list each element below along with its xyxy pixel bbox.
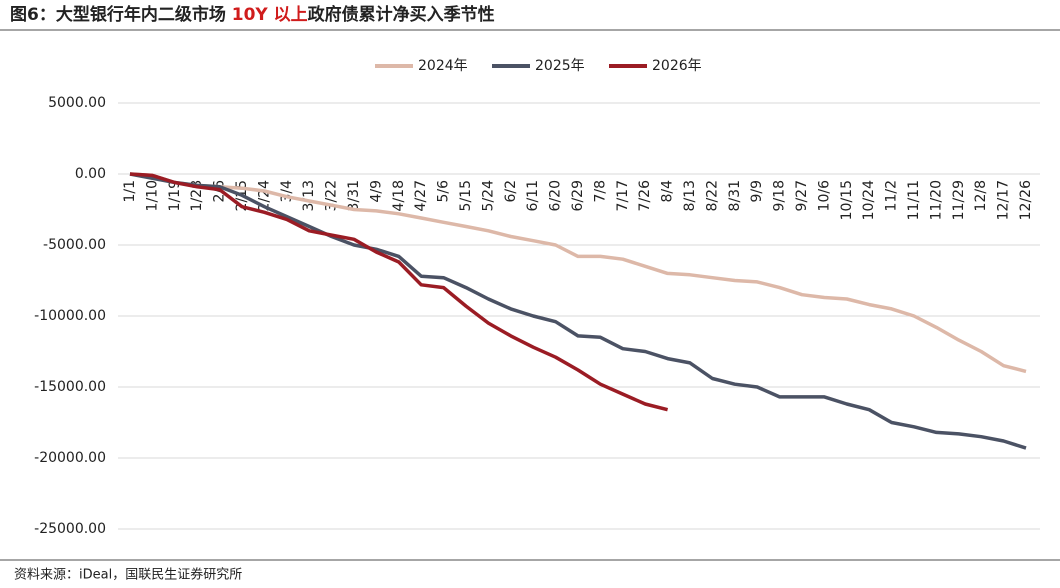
title-highlight: 10Y 以上 [232,5,308,25]
x-tick-label: 1/1 [122,180,138,203]
x-tick-label: 9/9 [749,180,765,203]
y-tick-label: -25000.00 [34,521,106,537]
y-tick-label: -20000.00 [34,450,106,466]
x-tick-label: 11/29 [951,180,967,220]
x-tick-label: 6/2 [503,180,519,203]
x-tick-label: 6/29 [570,180,586,211]
x-tick-label: 11/11 [906,180,922,220]
y-tick-label: 0.00 [75,166,106,182]
x-tick-label: 1/10 [144,180,160,211]
x-tick-label: 9/27 [794,180,810,211]
x-tick-label: 1/19 [167,180,183,211]
chart-title: 图6：大型银行年内二级市场 10Y 以上政府债累计净买入季节性 [10,4,495,25]
series-line [129,172,1027,374]
y-tick-label: -5000.00 [43,237,106,253]
series-line [129,172,1027,450]
x-tick-label: 4/9 [368,180,384,203]
y-tick-label: 5000.00 [48,95,106,111]
x-tick-label: 6/20 [548,180,564,211]
x-tick-label: 3/31 [346,180,362,211]
x-tick-label: 4/27 [413,180,429,211]
x-tick-label: 8/13 [682,180,698,211]
title-prefix: 图6：大型银行年内二级市场 [10,4,232,25]
x-tick-label: 8/22 [704,180,720,211]
x-tick-label: 10/24 [861,180,877,220]
legend-label: 2025年 [535,58,585,74]
x-tick-label: 8/31 [727,180,743,211]
x-tick-label: 4/18 [391,180,407,211]
x-tick-label: 5/24 [480,180,496,212]
x-tick-label: 5/6 [436,180,452,203]
x-tick-label: 7/8 [592,180,608,203]
x-tick-label: 9/18 [772,180,788,211]
x-tick-label: 6/11 [525,180,541,211]
x-tick-label: 7/26 [637,180,653,212]
x-tick-label: 11/20 [928,180,944,220]
x-tick-label: 5/15 [458,180,474,211]
legend-label: 2024年 [418,58,468,74]
x-tick-label: 7/17 [615,180,631,211]
x-tick-label: 10/15 [839,180,855,220]
x-tick-label: 11/2 [884,180,900,211]
y-tick-label: -15000.00 [34,379,106,395]
source: 资料来源：iDeal，国联民生证券研究所 [14,567,242,583]
series-line [129,172,669,412]
x-tick-label: 12/8 [973,180,989,211]
x-tick-label: 12/17 [996,180,1012,220]
legend-label: 2026年 [652,58,702,74]
title-suffix: 政府债累计净买入季节性 [308,4,495,25]
y-tick-label: -10000.00 [34,308,106,324]
x-tick-label: 10/6 [816,180,832,212]
x-tick-label: 8/4 [660,180,676,203]
x-tick-label: 3/13 [301,180,317,211]
x-tick-label: 12/26 [1018,180,1034,220]
